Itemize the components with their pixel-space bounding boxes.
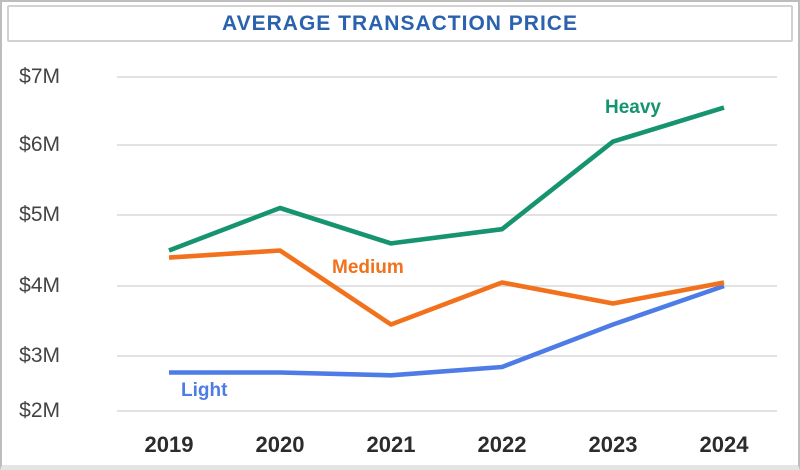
x-tick-label-2020: 2020 (255, 432, 305, 457)
x-tick-label-2023: 2023 (588, 432, 638, 457)
y-tick-label-5m: $5M (19, 203, 60, 226)
series-label-medium: Medium (332, 257, 404, 278)
y-tick-label-2m: $2M (19, 399, 60, 422)
series-line-light (169, 283, 725, 378)
y-tick-label-3m: $3M (19, 344, 60, 367)
y-tick-label-6m: $6M (19, 133, 60, 156)
x-tick-label-2021: 2021 (366, 432, 416, 457)
chart-title-bar: AVERAGE TRANSACTION PRICE (7, 5, 793, 42)
x-tick-label-2022: 2022 (477, 432, 527, 457)
series-label-heavy: Heavy (605, 97, 661, 118)
series-line-heavy (168, 105, 725, 253)
x-tick-label-2019: 2019 (144, 432, 194, 457)
y-tick-label-4m: $4M (19, 274, 60, 297)
series-line-medium (168, 248, 725, 327)
x-tick-label-2024: 2024 (699, 432, 749, 457)
y-tick-label-7m: $7M (19, 65, 60, 88)
chart-title: AVERAGE TRANSACTION PRICE (222, 11, 578, 35)
series-label-light: Light (181, 380, 228, 401)
